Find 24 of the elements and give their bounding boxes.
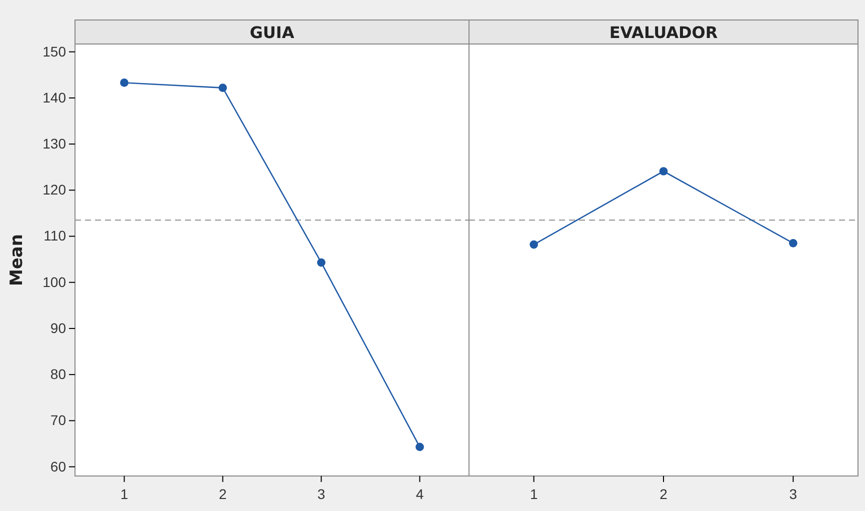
y-tick-label: 100 <box>42 274 66 290</box>
y-tick-label: 120 <box>42 182 66 198</box>
chart-title: GUIA <box>250 23 295 42</box>
x-tick-label: 2 <box>660 486 668 502</box>
chart-title: EVALUADOR <box>609 23 718 42</box>
point <box>218 84 227 92</box>
y-axis-title: Mean <box>7 234 27 286</box>
x-tick-label: 1 <box>530 486 538 502</box>
point <box>317 258 326 267</box>
y-tick-label: 90 <box>50 320 66 336</box>
x-tick-label: 2 <box>218 486 227 502</box>
y-tick-label: 80 <box>50 366 66 382</box>
y-tick-label: 60 <box>50 458 66 474</box>
y-tick-label: 130 <box>42 136 66 152</box>
x-tick-label: 3 <box>317 486 326 502</box>
point <box>120 78 128 87</box>
y-tick-label: 150 <box>42 43 66 60</box>
y-tick-label: 110 <box>44 228 66 244</box>
y-tick-label: 140 <box>42 89 66 106</box>
x-tick-label: 4 <box>416 486 424 502</box>
x-tick-label: 1 <box>120 486 128 502</box>
x-tick-label: 3 <box>789 486 798 502</box>
y-tick-label: 70 <box>50 412 66 428</box>
point <box>416 442 424 452</box>
